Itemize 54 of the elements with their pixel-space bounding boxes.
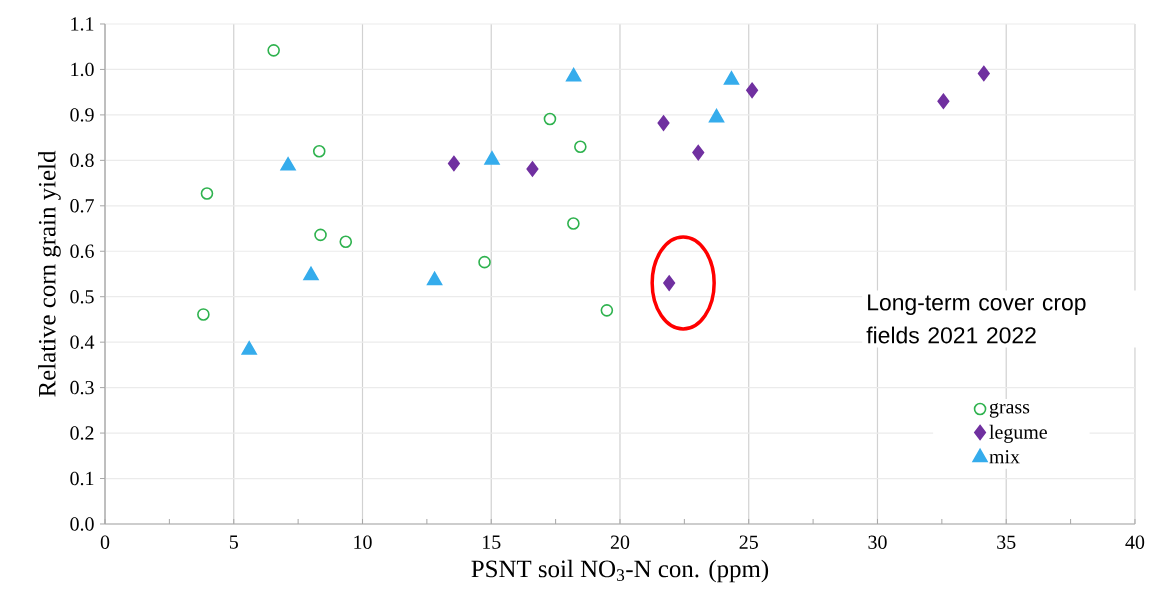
point	[565, 67, 582, 82]
x-tick-label: 35	[997, 535, 1016, 549]
x-tick-label: 10	[354, 535, 372, 549]
point	[312, 144, 326, 158]
y-tick-label: 0.0	[70, 517, 94, 531]
x-tick-label: 0	[100, 535, 110, 549]
point	[339, 235, 353, 249]
point	[200, 187, 214, 200]
legend-label: mix	[989, 450, 1020, 464]
point	[526, 161, 539, 177]
legend-label: grass	[989, 403, 1030, 418]
y-tick-label: 0.7	[70, 199, 94, 213]
point	[267, 44, 280, 57]
point	[314, 228, 327, 242]
point	[977, 65, 990, 82]
y-tick-label: 0.3	[70, 380, 94, 395]
point	[600, 304, 614, 317]
point	[692, 144, 705, 161]
point	[478, 255, 491, 269]
legend-title: Long-term cover crop fields 2021 2022	[866, 294, 1086, 344]
point	[447, 155, 460, 172]
point	[303, 266, 319, 281]
point	[484, 151, 500, 165]
point	[723, 71, 740, 85]
y-tick-label: 1.1	[71, 17, 94, 31]
x-tick-label: 30	[868, 535, 887, 549]
point	[708, 108, 725, 123]
point	[746, 82, 759, 99]
y-tick-label: 0.4	[70, 335, 95, 349]
point	[543, 112, 557, 126]
x-tick-label: 20	[610, 535, 630, 549]
y-axis-title: Relative corn grain yield	[38, 150, 61, 397]
x-axis-title: PSNT soil NO$_{3}$-N con. (ppm)	[471, 559, 769, 583]
x-tick-label: 5	[229, 535, 238, 549]
point	[574, 140, 587, 154]
point	[426, 271, 443, 286]
point	[937, 93, 950, 110]
y-tick-label: 0.2	[70, 426, 94, 440]
x-tick-label: 15	[483, 535, 501, 549]
point	[657, 115, 670, 131]
y-tick-label: 0.8	[70, 153, 94, 168]
point	[663, 275, 676, 291]
y-tick-label: 0.5	[70, 289, 94, 304]
point	[567, 217, 580, 230]
legend-label: legume	[989, 424, 1047, 443]
y-tick-label: 0.9	[70, 108, 94, 122]
point	[280, 157, 296, 171]
point	[241, 341, 257, 355]
y-tick-label: 0.6	[70, 244, 94, 259]
point	[197, 308, 210, 321]
y-tick-label: 1.0	[71, 62, 94, 77]
x-tick-label: 40	[1125, 535, 1145, 549]
x-tick-label: 25	[739, 535, 758, 549]
y-tick-label: 0.1	[70, 471, 94, 486]
